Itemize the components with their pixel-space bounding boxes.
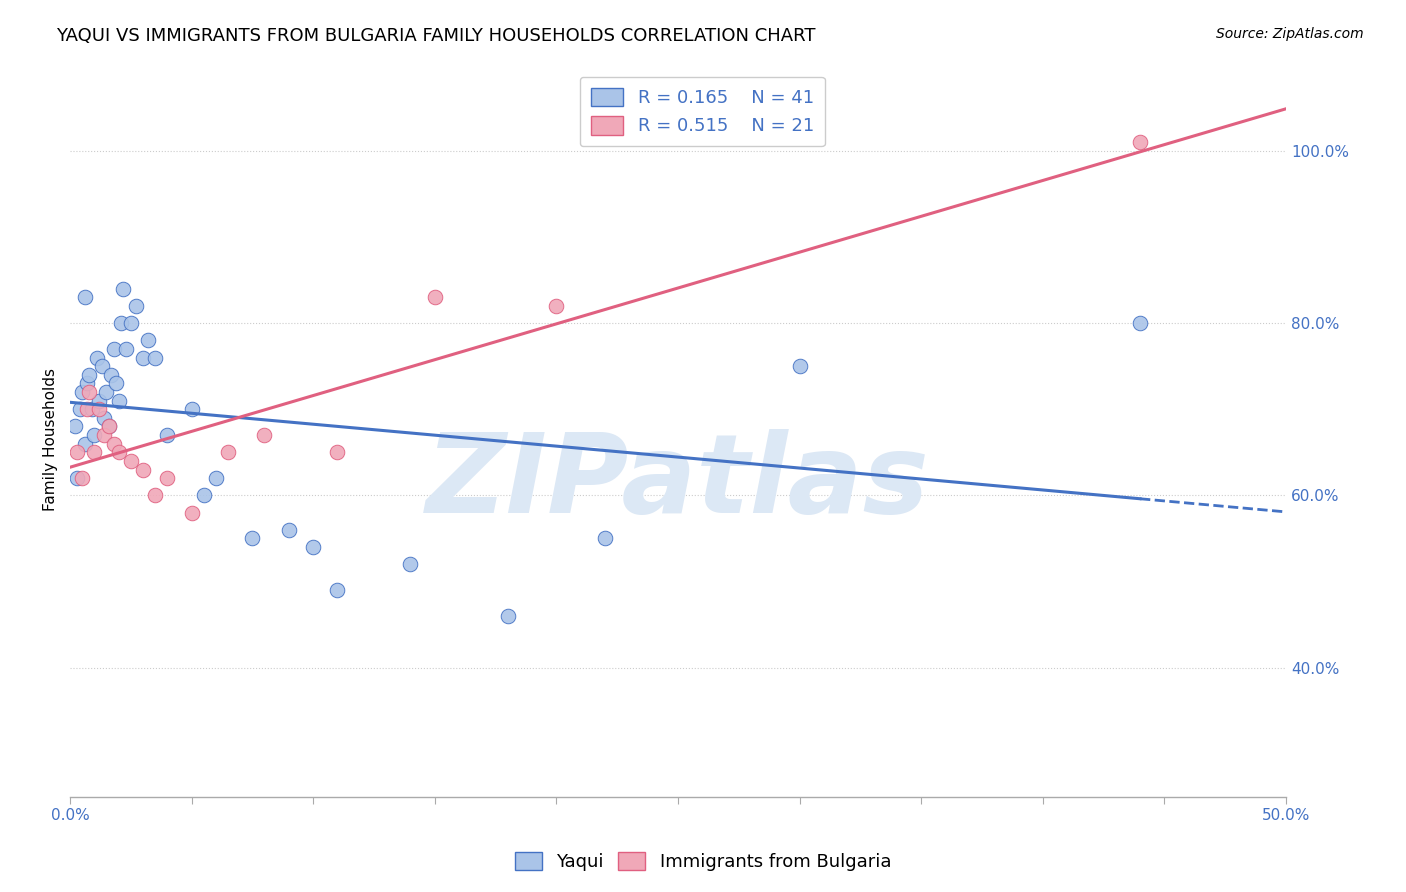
Point — [546, 299, 568, 313]
Point — [496, 608, 519, 623]
Point — [136, 334, 159, 348]
Point — [112, 282, 135, 296]
Point — [277, 523, 299, 537]
Point — [302, 540, 325, 554]
Point — [1129, 316, 1152, 330]
Point — [107, 445, 129, 459]
Point — [423, 290, 446, 304]
Point — [156, 428, 179, 442]
Point — [593, 532, 616, 546]
Point — [253, 428, 276, 442]
Text: YAQUI VS IMMIGRANTS FROM BULGARIA FAMILY HOUSEHOLDS CORRELATION CHART: YAQUI VS IMMIGRANTS FROM BULGARIA FAMILY… — [56, 27, 815, 45]
Point — [789, 359, 811, 374]
Point — [205, 471, 228, 485]
Point — [66, 445, 89, 459]
Point — [97, 419, 120, 434]
Point — [79, 385, 101, 400]
Legend: R = 0.165    N = 41, R = 0.515    N = 21: R = 0.165 N = 41, R = 0.515 N = 21 — [579, 77, 825, 146]
Point — [326, 583, 349, 598]
Point — [83, 428, 105, 442]
Point — [180, 506, 202, 520]
Point — [107, 393, 129, 408]
Y-axis label: Family Households: Family Households — [44, 368, 58, 511]
Point — [69, 402, 91, 417]
Point — [110, 316, 132, 330]
Point — [73, 290, 96, 304]
Point — [120, 316, 142, 330]
Point — [86, 351, 108, 365]
Text: Source: ZipAtlas.com: Source: ZipAtlas.com — [1216, 27, 1364, 41]
Point — [80, 402, 103, 417]
Point — [73, 436, 96, 450]
Legend: Yaqui, Immigrants from Bulgaria: Yaqui, Immigrants from Bulgaria — [508, 845, 898, 879]
Point — [240, 532, 263, 546]
Point — [399, 558, 422, 572]
Text: ZIPatlas: ZIPatlas — [426, 429, 929, 536]
Point — [193, 488, 215, 502]
Point — [132, 351, 155, 365]
Point — [124, 299, 146, 313]
Point — [97, 419, 120, 434]
Point — [143, 488, 166, 502]
Point — [105, 376, 128, 391]
Point — [156, 471, 179, 485]
Point — [103, 342, 125, 356]
Point — [70, 471, 93, 485]
Point — [120, 454, 142, 468]
Point — [87, 393, 110, 408]
Point — [83, 445, 105, 459]
Point — [1129, 136, 1152, 150]
Point — [93, 428, 115, 442]
Point — [87, 402, 110, 417]
Point — [76, 402, 98, 417]
Point — [115, 342, 138, 356]
Point — [93, 410, 115, 425]
Point — [180, 402, 202, 417]
Point — [76, 376, 98, 391]
Point — [63, 419, 86, 434]
Point — [100, 368, 122, 382]
Point — [326, 445, 349, 459]
Point — [103, 436, 125, 450]
Point — [79, 368, 101, 382]
Point — [132, 462, 155, 476]
Point — [143, 351, 166, 365]
Point — [70, 385, 93, 400]
Point — [90, 359, 112, 374]
Point — [96, 385, 118, 400]
Point — [217, 445, 239, 459]
Point — [66, 471, 89, 485]
